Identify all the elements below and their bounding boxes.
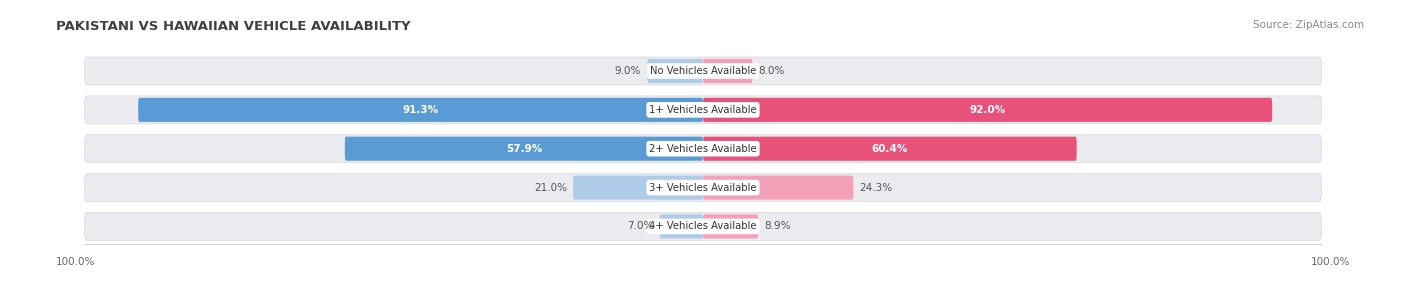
- FancyBboxPatch shape: [647, 59, 703, 83]
- FancyBboxPatch shape: [703, 98, 1272, 122]
- Text: 92.0%: 92.0%: [970, 105, 1005, 115]
- Text: 21.0%: 21.0%: [534, 182, 567, 192]
- Text: No Vehicles Available: No Vehicles Available: [650, 66, 756, 76]
- FancyBboxPatch shape: [84, 174, 1322, 202]
- Text: 4+ Vehicles Available: 4+ Vehicles Available: [650, 221, 756, 231]
- Text: Source: ZipAtlas.com: Source: ZipAtlas.com: [1253, 20, 1364, 30]
- FancyBboxPatch shape: [703, 214, 758, 239]
- Text: 3+ Vehicles Available: 3+ Vehicles Available: [650, 182, 756, 192]
- FancyBboxPatch shape: [703, 59, 752, 83]
- Text: 9.0%: 9.0%: [614, 66, 641, 76]
- Text: 100.0%: 100.0%: [1310, 257, 1350, 267]
- FancyBboxPatch shape: [574, 176, 703, 200]
- Text: 57.9%: 57.9%: [506, 144, 543, 154]
- Text: 1+ Vehicles Available: 1+ Vehicles Available: [650, 105, 756, 115]
- Text: 2+ Vehicles Available: 2+ Vehicles Available: [650, 144, 756, 154]
- FancyBboxPatch shape: [703, 176, 853, 200]
- FancyBboxPatch shape: [84, 57, 1322, 85]
- FancyBboxPatch shape: [703, 137, 1077, 161]
- FancyBboxPatch shape: [84, 96, 1322, 124]
- Text: 91.3%: 91.3%: [402, 105, 439, 115]
- Text: 8.9%: 8.9%: [765, 221, 790, 231]
- Text: 100.0%: 100.0%: [56, 257, 96, 267]
- FancyBboxPatch shape: [344, 137, 703, 161]
- Text: 7.0%: 7.0%: [627, 221, 654, 231]
- FancyBboxPatch shape: [138, 98, 703, 122]
- FancyBboxPatch shape: [84, 135, 1322, 163]
- Text: 24.3%: 24.3%: [859, 182, 893, 192]
- Text: PAKISTANI VS HAWAIIAN VEHICLE AVAILABILITY: PAKISTANI VS HAWAIIAN VEHICLE AVAILABILI…: [56, 20, 411, 33]
- Text: 60.4%: 60.4%: [872, 144, 908, 154]
- Text: 8.0%: 8.0%: [759, 66, 785, 76]
- FancyBboxPatch shape: [84, 212, 1322, 241]
- FancyBboxPatch shape: [659, 214, 703, 239]
